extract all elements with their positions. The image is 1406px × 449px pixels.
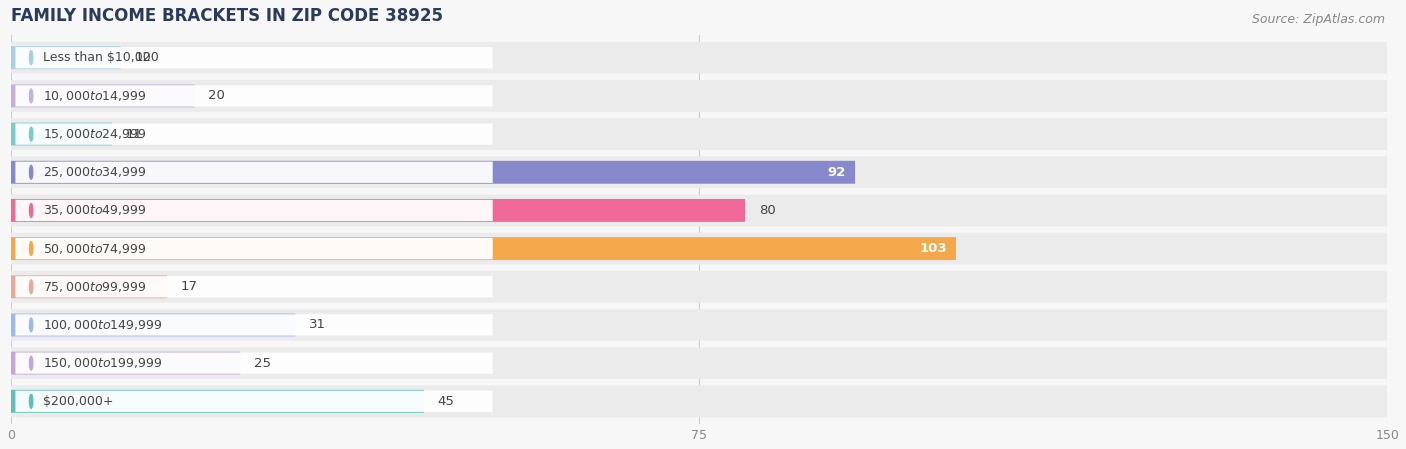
FancyBboxPatch shape xyxy=(11,123,112,145)
FancyBboxPatch shape xyxy=(11,199,745,222)
Text: $35,000 to $49,999: $35,000 to $49,999 xyxy=(44,203,146,217)
Text: $100,000 to $149,999: $100,000 to $149,999 xyxy=(44,318,163,332)
Text: $75,000 to $99,999: $75,000 to $99,999 xyxy=(44,280,146,294)
FancyBboxPatch shape xyxy=(15,123,492,145)
FancyBboxPatch shape xyxy=(15,85,492,106)
Text: 45: 45 xyxy=(437,395,454,408)
Text: 20: 20 xyxy=(208,89,225,102)
Text: 11: 11 xyxy=(125,128,142,141)
Circle shape xyxy=(30,394,32,408)
FancyBboxPatch shape xyxy=(11,46,121,69)
FancyBboxPatch shape xyxy=(15,238,492,259)
FancyBboxPatch shape xyxy=(11,156,1388,188)
Text: Less than $10,000: Less than $10,000 xyxy=(44,51,159,64)
Text: 92: 92 xyxy=(828,166,846,179)
Circle shape xyxy=(30,280,32,294)
FancyBboxPatch shape xyxy=(11,275,167,298)
FancyBboxPatch shape xyxy=(11,390,423,413)
Text: $10,000 to $14,999: $10,000 to $14,999 xyxy=(44,89,146,103)
FancyBboxPatch shape xyxy=(11,313,295,336)
Text: 17: 17 xyxy=(181,280,198,293)
Text: $25,000 to $34,999: $25,000 to $34,999 xyxy=(44,165,146,179)
FancyBboxPatch shape xyxy=(11,118,1388,150)
FancyBboxPatch shape xyxy=(11,42,1388,74)
Text: 31: 31 xyxy=(309,318,326,331)
Text: 80: 80 xyxy=(759,204,776,217)
Text: 103: 103 xyxy=(920,242,946,255)
Text: Source: ZipAtlas.com: Source: ZipAtlas.com xyxy=(1251,13,1385,26)
Text: $15,000 to $24,999: $15,000 to $24,999 xyxy=(44,127,146,141)
FancyBboxPatch shape xyxy=(15,352,492,374)
Circle shape xyxy=(30,356,32,370)
Text: $150,000 to $199,999: $150,000 to $199,999 xyxy=(44,356,163,370)
FancyBboxPatch shape xyxy=(11,80,1388,112)
Text: FAMILY INCOME BRACKETS IN ZIP CODE 38925: FAMILY INCOME BRACKETS IN ZIP CODE 38925 xyxy=(11,7,443,25)
FancyBboxPatch shape xyxy=(11,194,1388,226)
FancyBboxPatch shape xyxy=(15,314,492,335)
FancyBboxPatch shape xyxy=(15,162,492,183)
Circle shape xyxy=(30,51,32,65)
Circle shape xyxy=(30,127,32,141)
Circle shape xyxy=(30,203,32,217)
FancyBboxPatch shape xyxy=(11,352,240,374)
Circle shape xyxy=(30,89,32,103)
Text: $200,000+: $200,000+ xyxy=(44,395,114,408)
FancyBboxPatch shape xyxy=(11,271,1388,303)
FancyBboxPatch shape xyxy=(15,200,492,221)
Circle shape xyxy=(30,242,32,255)
FancyBboxPatch shape xyxy=(11,84,194,107)
FancyBboxPatch shape xyxy=(15,391,492,412)
FancyBboxPatch shape xyxy=(11,233,1388,264)
Circle shape xyxy=(30,318,32,332)
FancyBboxPatch shape xyxy=(11,347,1388,379)
Circle shape xyxy=(30,165,32,179)
FancyBboxPatch shape xyxy=(11,309,1388,341)
Text: $50,000 to $74,999: $50,000 to $74,999 xyxy=(44,242,146,255)
FancyBboxPatch shape xyxy=(11,161,855,184)
FancyBboxPatch shape xyxy=(15,47,492,68)
FancyBboxPatch shape xyxy=(11,237,956,260)
FancyBboxPatch shape xyxy=(15,276,492,297)
Text: 12: 12 xyxy=(135,51,152,64)
Text: 25: 25 xyxy=(254,357,271,370)
FancyBboxPatch shape xyxy=(11,385,1388,417)
